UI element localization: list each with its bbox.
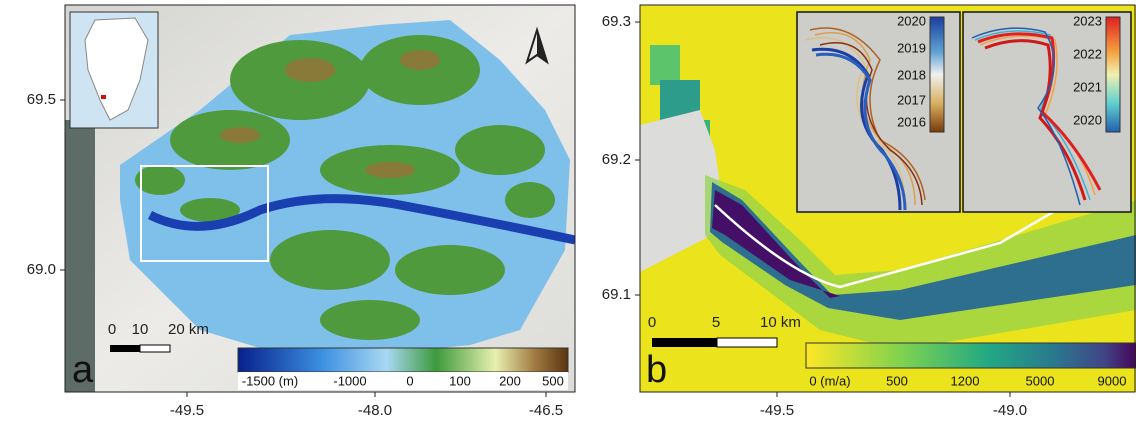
map-feature: [1106, 17, 1120, 132]
scale-label: 0: [108, 321, 116, 338]
y-tick-label: 69.5: [27, 91, 56, 108]
colorbar: [806, 343, 1136, 368]
year-label: 2017: [897, 92, 926, 107]
map-feature: [285, 58, 335, 82]
figure: 0 10 20 km -1500 (m) -1000 0 100 200 500…: [0, 0, 1136, 425]
scale-bar: [717, 338, 777, 347]
x-tick-label: -49.0: [993, 402, 1027, 419]
year-label: 2019: [897, 40, 926, 55]
scale-label: 10: [132, 321, 149, 338]
y-tick-label: 69.1: [602, 286, 631, 303]
panel-label: a: [72, 349, 94, 391]
study-site: [101, 95, 106, 99]
y-tick-label: 69.0: [27, 261, 56, 278]
colorbar-label: 0: [406, 373, 413, 388]
year-label: 2020: [897, 13, 926, 28]
year-label: 2023: [1073, 13, 1102, 28]
colorbar: [238, 348, 568, 372]
colorbar-label: 1200: [951, 373, 980, 388]
colorbar-label: 0 (m/a): [809, 373, 850, 388]
map-feature: [320, 300, 420, 340]
year-label: 2021: [1073, 79, 1102, 94]
colorbar-label: 9000: [1098, 373, 1127, 388]
y-tick-label: 69.2: [602, 151, 631, 168]
map-feature: [135, 165, 185, 195]
colorbar-label: -1000: [333, 373, 366, 388]
map-feature: [365, 162, 415, 178]
map-feature: [270, 230, 390, 290]
scale-label: 5: [712, 314, 720, 331]
scale-bar: [140, 345, 170, 352]
map-feature: [505, 182, 555, 218]
colorbar-label: 500: [886, 373, 908, 388]
colorbar-label: -1500 (m): [242, 373, 298, 388]
inset-right: 2023 2022 2021 2020: [963, 12, 1131, 212]
scale-label: 0: [648, 314, 656, 331]
map-feature: [220, 127, 260, 143]
scale-bar: [652, 338, 717, 347]
scale-label: 20 km: [168, 321, 209, 338]
map-feature: [400, 50, 440, 70]
x-tick-label: -46.5: [529, 402, 563, 419]
colorbar-label: 5000: [1026, 373, 1055, 388]
inset-left: 2020 2019 2018 2017 2016: [797, 12, 960, 212]
panel-label: b: [646, 349, 667, 391]
year-label: 2022: [1073, 46, 1102, 61]
map-feature: [650, 45, 680, 85]
map-feature: [930, 17, 944, 132]
map-feature: [455, 125, 545, 175]
panel-b-map: 0 5 10 km 0 (m/a) 500 1200 5000 9000 b 2…: [640, 5, 1136, 392]
y-tick-label: 69.3: [602, 13, 631, 30]
scale-label: 10 km: [760, 314, 801, 331]
year-label: 2016: [897, 114, 926, 129]
colorbar-label: 200: [499, 373, 521, 388]
year-label: 2020: [1073, 112, 1102, 127]
x-tick-label: -49.5: [170, 402, 204, 419]
year-label: 2018: [897, 67, 926, 82]
colorbar-label: 100: [449, 373, 471, 388]
x-tick-label: -49.5: [760, 402, 794, 419]
map-feature: [395, 245, 505, 295]
colorbar-label: 500: [542, 373, 564, 388]
panel-a-map: 0 10 20 km -1500 (m) -1000 0 100 200 500…: [65, 5, 575, 392]
scale-bar: [110, 345, 140, 352]
x-tick-label: -48.0: [358, 402, 392, 419]
